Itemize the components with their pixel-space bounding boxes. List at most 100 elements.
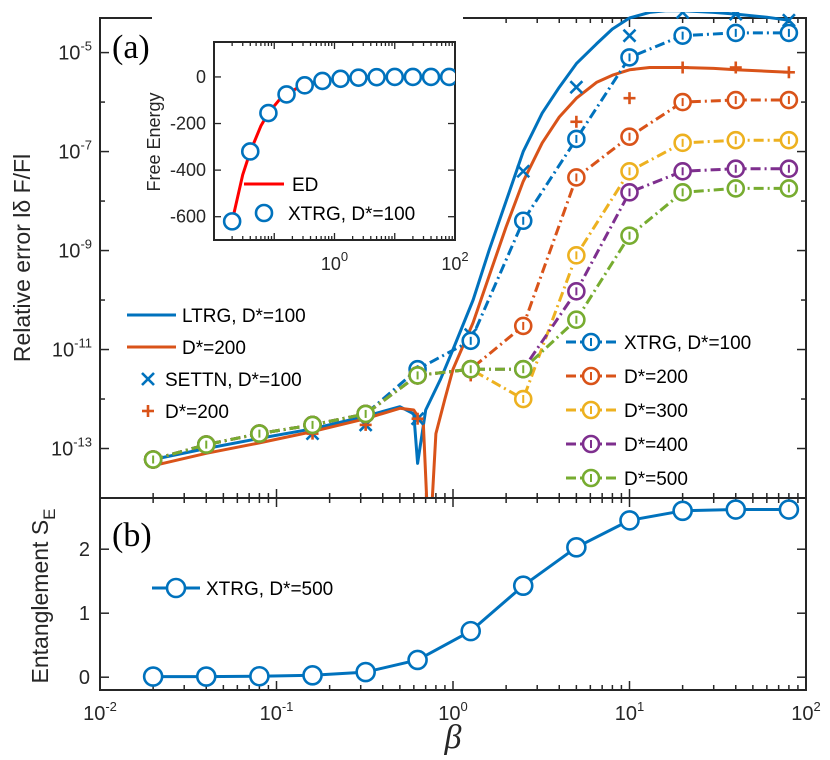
series-line xyxy=(152,66,789,498)
panel-b: 10-2 10-1 100 101 102 0 1 2 Entanglement SE β (b) X… xyxy=(27,497,821,756)
data-point xyxy=(728,12,743,22)
data-point xyxy=(302,664,323,686)
inset-y-tick-label: -600 xyxy=(170,207,206,227)
y-axis-label-a: Relative error lδ F/Fl xyxy=(9,154,35,362)
legend-item: D*=400 xyxy=(566,434,688,456)
legend-item: D*=200 xyxy=(127,338,246,359)
data-point xyxy=(331,69,350,89)
legend-item: LTRG, D*=100 xyxy=(127,306,306,327)
y-tick-label-b: 1 xyxy=(79,603,90,625)
inset-legend: ED XTRG, D*=100 xyxy=(244,175,415,225)
x-tick-label-b: 100 xyxy=(438,699,467,725)
legend-label: D*=200 xyxy=(624,367,688,388)
y-tick-label-b: 0 xyxy=(79,667,90,689)
data-point xyxy=(675,12,690,20)
data-point xyxy=(782,66,795,79)
legend-marker xyxy=(142,405,154,417)
legend-right: XTRG, D*=100 D*=200 D*=300 D*=400 D*=500 xyxy=(566,332,751,490)
data-point xyxy=(407,649,428,671)
inset-y-tick-label: 0 xyxy=(196,67,206,87)
legend-label: D*=200 xyxy=(165,402,229,423)
y-tick-label-a: 10-13 xyxy=(51,435,92,461)
data-point xyxy=(676,61,689,74)
legend-b: XTRG, D*=500 xyxy=(152,577,333,600)
data-point xyxy=(672,500,693,522)
data-point xyxy=(778,499,800,520)
data-point xyxy=(367,67,386,87)
x-tick-label-b: 102 xyxy=(791,699,820,725)
inset-free-energy: 100 102 -600 -400 -200 0 Free Energy ED XTRG, D*… xyxy=(144,14,469,274)
legend-item: D*=200 xyxy=(142,402,229,423)
legend-item: SETTN, D*=100 xyxy=(141,370,302,391)
panel-label-b: (b) xyxy=(112,517,152,554)
marker-stroke xyxy=(141,372,155,386)
data-point xyxy=(725,499,747,520)
marker-stroke xyxy=(728,12,740,22)
data-point xyxy=(460,620,482,642)
data-point xyxy=(781,13,796,28)
series-line xyxy=(152,12,790,465)
inset-background xyxy=(152,14,463,272)
legend-item: D*=200 xyxy=(566,366,688,388)
data-point xyxy=(259,103,278,123)
data-point xyxy=(313,71,332,91)
data-point xyxy=(277,85,296,104)
legend-label: XTRG, D*=500 xyxy=(206,579,333,600)
data-point xyxy=(569,80,584,95)
data-point xyxy=(195,666,217,687)
inset-y-tick-label: -200 xyxy=(170,114,206,134)
marker-stroke xyxy=(675,12,685,20)
x-tick-label-b: 10-2 xyxy=(83,699,117,725)
series-xtrg-d-500 xyxy=(143,179,799,469)
legend-label: XTRG, D*=100 xyxy=(288,204,415,225)
legend-label: D*=400 xyxy=(624,435,688,456)
inset-x-tick-label: 100 xyxy=(321,249,348,274)
data-point xyxy=(385,67,405,87)
series-xtrg-d-500 xyxy=(142,499,800,687)
y-tick-label-a: 10-5 xyxy=(58,39,92,65)
series-ltrg-d-100 xyxy=(152,12,790,465)
data-point xyxy=(142,666,164,687)
panel-label-a: (a) xyxy=(112,29,150,66)
data-point xyxy=(623,92,636,105)
legend-left: LTRG, D*=100 D*=200 SETTN, D*=100 D*=200 xyxy=(127,306,306,423)
x-axis-label: β xyxy=(444,719,462,756)
series-xtrg-d-100 xyxy=(222,67,455,231)
y-tick-label-a: 10-11 xyxy=(52,336,92,362)
series-ltrg-d-200 xyxy=(152,66,789,498)
legend-label: D*=500 xyxy=(624,469,688,490)
legend-label: LTRG, D*=100 xyxy=(182,306,306,327)
legend-label: D*=200 xyxy=(182,338,246,359)
legend-item: XTRG, D*=100 xyxy=(566,332,751,354)
marker-stroke xyxy=(569,80,584,95)
data-point xyxy=(439,67,455,87)
y-tick-label-a: 10-9 xyxy=(58,237,92,263)
marker-stroke xyxy=(516,164,531,179)
data-point xyxy=(512,575,534,596)
data-point xyxy=(349,68,368,87)
data-point xyxy=(240,142,260,161)
data-point xyxy=(566,536,587,558)
data-point xyxy=(729,61,742,74)
y-axis-label-b: Entanglement SE xyxy=(27,508,59,683)
data-point xyxy=(570,115,583,128)
data-point xyxy=(619,510,640,531)
inset-y-axis-label: Free Energy xyxy=(144,92,164,191)
legend-label: SETTN, D*=100 xyxy=(165,370,302,391)
legend-marker xyxy=(141,372,155,386)
data-point xyxy=(355,661,376,683)
data-point xyxy=(222,212,242,231)
legend-item: D*=300 xyxy=(566,400,688,422)
data-point xyxy=(249,665,270,687)
inset-x-tick-label: 102 xyxy=(441,249,468,274)
data-point xyxy=(411,412,424,425)
x-tick-label-b: 101 xyxy=(615,699,644,725)
y-tick-label-b: 2 xyxy=(79,539,90,561)
data-point xyxy=(622,28,637,43)
legend-marker xyxy=(254,203,274,223)
legend-marker xyxy=(165,577,187,599)
data-point xyxy=(295,76,314,95)
legend-label: ED xyxy=(292,175,318,196)
legend-label: D*=300 xyxy=(624,401,688,422)
